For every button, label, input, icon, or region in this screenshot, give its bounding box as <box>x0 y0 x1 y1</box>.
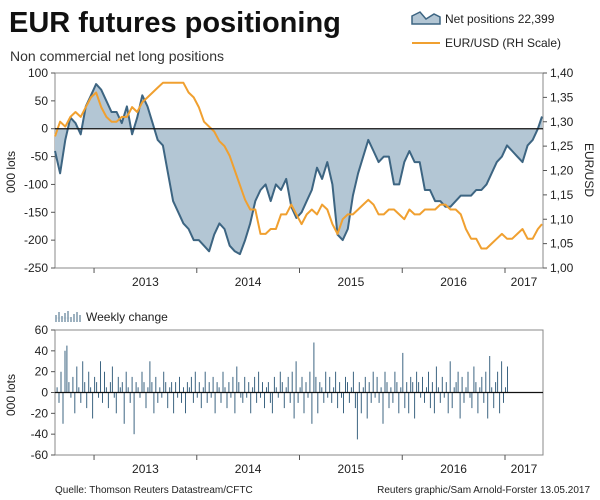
top-left-tick-label: 50 <box>35 94 49 108</box>
bottom-tick-label: 20 <box>35 365 49 379</box>
top-x-tick-label: 2013 <box>132 275 159 289</box>
top-left-tick-label: -100 <box>24 177 48 191</box>
top-left-tick-label: 0 <box>41 122 48 136</box>
top-right-tick-label: 1,30 <box>550 115 574 129</box>
top-left-tick-label: 100 <box>28 66 48 80</box>
top-right-axis-label: EUR/USD <box>582 143 596 197</box>
top-x-tick-label: 2014 <box>235 275 262 289</box>
bottom-x-tick-label: 2015 <box>338 462 365 476</box>
top-left-tick-label: -50 <box>31 150 49 164</box>
bottom-x-tick-label: 2017 <box>511 462 538 476</box>
top-x-tick-label: 2017 <box>511 275 538 289</box>
bottom-tick-label: -60 <box>31 448 49 462</box>
top-right-tick-label: 1,25 <box>550 139 574 153</box>
credit-note: Reuters graphic/Sam Arnold-Forster 13.05… <box>377 485 590 496</box>
chart-title: EUR futures positioning <box>9 7 341 39</box>
top-x-tick-label: 2016 <box>440 275 467 289</box>
top-right-tick-label: 1,40 <box>550 66 574 80</box>
eurusd-series <box>54 81 543 250</box>
top-right-tick-label: 1,20 <box>550 164 574 178</box>
top-right-tick-label: 1,05 <box>550 237 574 251</box>
bottom-tick-label: 0 <box>41 386 48 400</box>
top-left-tick-label: -150 <box>24 205 48 219</box>
bottom-tick-label: -20 <box>31 406 49 420</box>
top-left-tick-label: -250 <box>24 261 48 275</box>
legend-weekly-label: Weekly change <box>86 310 168 324</box>
legend-weekly-swatch <box>55 311 81 322</box>
bottom-tick-label: 60 <box>35 323 49 337</box>
bottom-x-tick-label: 2013 <box>132 462 159 476</box>
legend-eurusd-label: EUR/USD (RH Scale) <box>445 36 561 50</box>
top-left-axis-label: 000 lots <box>4 151 18 193</box>
net-positions-line <box>54 83 543 256</box>
net-positions-series <box>54 83 543 256</box>
source-note: Quelle: Thomson Reuters Datastream/CFTC <box>55 485 253 496</box>
top-x-tick-label: 2015 <box>338 275 365 289</box>
chart-subtitle: Non commercial net long positions <box>10 48 224 64</box>
bottom-panel-axes: 60 40 20 0 -20 -40 -60 2013 2014 2015 2016 2017 <box>31 323 543 476</box>
legend-net-positions-label: Net positions 22,399 <box>445 12 555 26</box>
bottom-x-tick-label: 2016 <box>440 462 467 476</box>
bottom-x-tick-label: 2014 <box>235 462 262 476</box>
top-right-tick-label: 1,35 <box>550 90 574 104</box>
top-right-tick-label: 1,15 <box>550 188 574 202</box>
top-right-tick-label: 1,00 <box>550 261 574 275</box>
bottom-axis-label: 000 lots <box>4 374 18 416</box>
net-positions-area <box>55 84 542 255</box>
top-right-tick-label: 1,10 <box>550 212 574 226</box>
eurusd-line <box>54 81 543 250</box>
top-legend: Net positions 22,399 EUR/USD (RH Scale) <box>411 11 561 50</box>
bottom-tick-label: 40 <box>35 344 49 358</box>
bottom-tick-label: -40 <box>31 427 49 441</box>
top-panel-axes: 100 50 0 -50 -100 -150 -200 -250 1,40 1,35 1,30 1,2… <box>24 66 574 289</box>
weekly-change-series <box>56 342 508 440</box>
legend-net-positions-swatch <box>411 11 441 25</box>
top-left-tick-label: -200 <box>24 233 48 247</box>
